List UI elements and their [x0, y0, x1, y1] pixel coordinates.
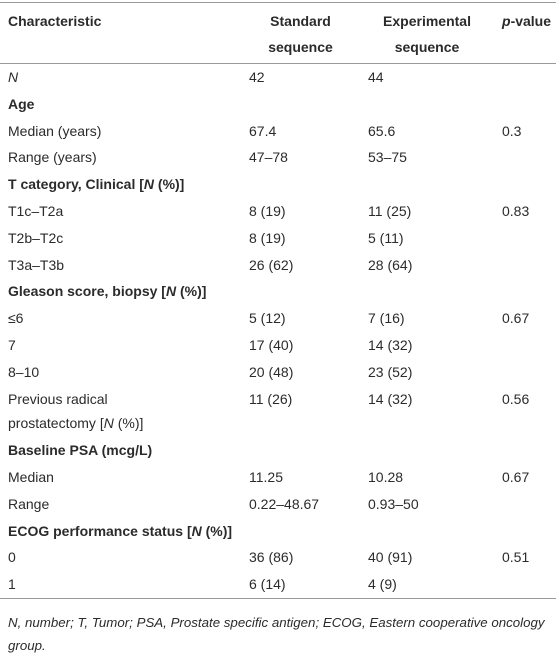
- section-label: ECOG performance status [N (%)]: [0, 519, 556, 544]
- table-cell: 26 (62): [249, 256, 294, 273]
- table-cell: Median: [8, 468, 54, 485]
- data-row: 1 6 (14) 4 (9): [0, 571, 556, 598]
- table-cell: 4 (9): [368, 576, 397, 593]
- table-cell: 65.6: [368, 122, 396, 139]
- table-cell: 10.28: [368, 468, 404, 485]
- data-row: Range 0.22–48.67 0.93–50: [0, 491, 556, 518]
- text-run: Gleason score, biopsy [: [8, 283, 166, 300]
- header-cell: Standard sequence: [268, 13, 333, 55]
- table-cell: 40 (91): [368, 549, 413, 566]
- table-cell: 23 (52): [368, 363, 413, 380]
- table-cell: 47–78: [249, 149, 288, 166]
- text-run: N: [191, 522, 202, 539]
- table-cell: 8–10: [8, 363, 40, 380]
- data-row: 0 36 (86) 40 (91) 0.51: [0, 544, 556, 571]
- table-cell: T2b–T2c: [8, 229, 64, 246]
- table-cell: 42: [249, 69, 265, 85]
- table-cell: 1: [8, 576, 16, 593]
- section-row: Gleason score, biopsy [N (%)]: [0, 278, 556, 305]
- table-cell: 0.3: [502, 122, 522, 139]
- table-cell: 11 (26): [249, 390, 293, 407]
- table-cell: 17 (40): [249, 336, 294, 353]
- section-row: ECOG performance status [N (%)]: [0, 518, 556, 545]
- table-cell: Range (years): [8, 149, 97, 166]
- text-run: N: [8, 69, 19, 85]
- data-row: Median (years) 67.4 65.6 0.3: [0, 118, 556, 145]
- table-cell: 0.67: [502, 468, 530, 485]
- table-cell: 5 (11): [368, 229, 404, 246]
- table-cell: 8 (19): [249, 202, 286, 219]
- data-row: Median 11.25 10.28 0.67: [0, 464, 556, 491]
- text-run: Previous radical prostatectomy [: [8, 390, 108, 432]
- section-label: Age: [8, 95, 35, 112]
- table-cell: 20 (48): [249, 363, 294, 380]
- data-row: T1c–T2a 8 (19) 11 (25) 0.83: [0, 198, 556, 225]
- table-cell: 0.51: [502, 549, 530, 566]
- table-cell: 67.4: [249, 122, 277, 139]
- text-run: (%)]: [176, 283, 207, 300]
- table-cell: 0.67: [502, 310, 530, 327]
- table: Characteristic Standard sequence Experimen…: [0, 2, 556, 599]
- header-cell: p-value: [494, 3, 556, 34]
- table-cell: Median (years): [8, 122, 102, 139]
- table-cell: 7 (16): [368, 310, 405, 327]
- text-run: N: [165, 283, 177, 300]
- text-run: N: [143, 176, 155, 193]
- table-cell: 5 (12): [249, 310, 286, 327]
- text-run: -value: [510, 13, 552, 29]
- section-label: Gleason score, biopsy [N (%)]: [0, 279, 556, 304]
- table-cell: 14 (32): [368, 336, 413, 353]
- text-run: ECOG performance status [: [8, 522, 192, 539]
- header-row: Characteristic Standard sequence Experimen…: [0, 3, 556, 64]
- table-cell: 7: [8, 336, 16, 353]
- table-cell: 53–75: [368, 149, 407, 166]
- table-cell: 6 (14): [249, 576, 286, 593]
- data-row: N 42 44: [0, 64, 556, 91]
- text-run: (%)]: [154, 176, 185, 193]
- data-row: Range (years) 47–78 53–75: [0, 144, 556, 171]
- header-cell: Characteristic: [8, 13, 102, 29]
- section-row: Baseline PSA (mcg/L): [0, 437, 556, 464]
- data-row: T2b–T2c 8 (19) 5 (11): [0, 225, 556, 252]
- table-cell: 8 (19): [249, 229, 286, 246]
- data-row: Previous radical prostatectomy [N (%)] 11…: [0, 386, 556, 438]
- table-cell: 11 (25): [368, 202, 412, 219]
- table-cell: 11.25: [249, 468, 283, 485]
- table-cell: 0.93–50: [368, 495, 419, 512]
- section-label: T category, Clinical [N (%)]: [0, 172, 556, 197]
- table-cell: 28 (64): [368, 256, 413, 273]
- table-cell: ≤6: [8, 310, 24, 327]
- footnote: N, number; T, Tumor; PSA, Prostate speci…: [8, 615, 545, 653]
- table-cell: 0.56: [502, 390, 530, 407]
- text-run: p: [502, 13, 511, 29]
- table-cell: 44: [368, 69, 384, 85]
- table-cell: N: [0, 65, 241, 90]
- table-cell: 0: [8, 549, 16, 566]
- data-row: ≤6 5 (12) 7 (16) 0.67: [0, 305, 556, 332]
- section-row: T category, Clinical [N (%)]: [0, 171, 556, 198]
- data-row: 7 17 (40) 14 (32): [0, 332, 556, 359]
- table-cell: 36 (86): [249, 549, 294, 566]
- table-cell: Range: [8, 495, 50, 512]
- table-cell: T3a–T3b: [8, 256, 65, 273]
- table-cell: 0.22–48.67: [249, 495, 320, 512]
- text-run: T category, Clinical [: [8, 176, 144, 193]
- table-cell: Previous radical prostatectomy [N (%)]: [0, 387, 241, 437]
- data-row: 8–10 20 (48) 23 (52): [0, 359, 556, 386]
- section-label: Baseline PSA (mcg/L): [8, 442, 153, 459]
- section-row: Age: [0, 91, 556, 118]
- text-run: (%)]: [113, 415, 144, 432]
- data-row: T3a–T3b 26 (62) 28 (64): [0, 252, 556, 279]
- header-cell: Experimental sequence: [383, 13, 471, 55]
- text-run: (%)]: [201, 522, 233, 539]
- table-cell: 0.83: [502, 202, 530, 219]
- table-cell: T1c–T2a: [8, 202, 64, 219]
- table-cell: 14 (32): [368, 390, 413, 407]
- text-run: N: [103, 415, 114, 432]
